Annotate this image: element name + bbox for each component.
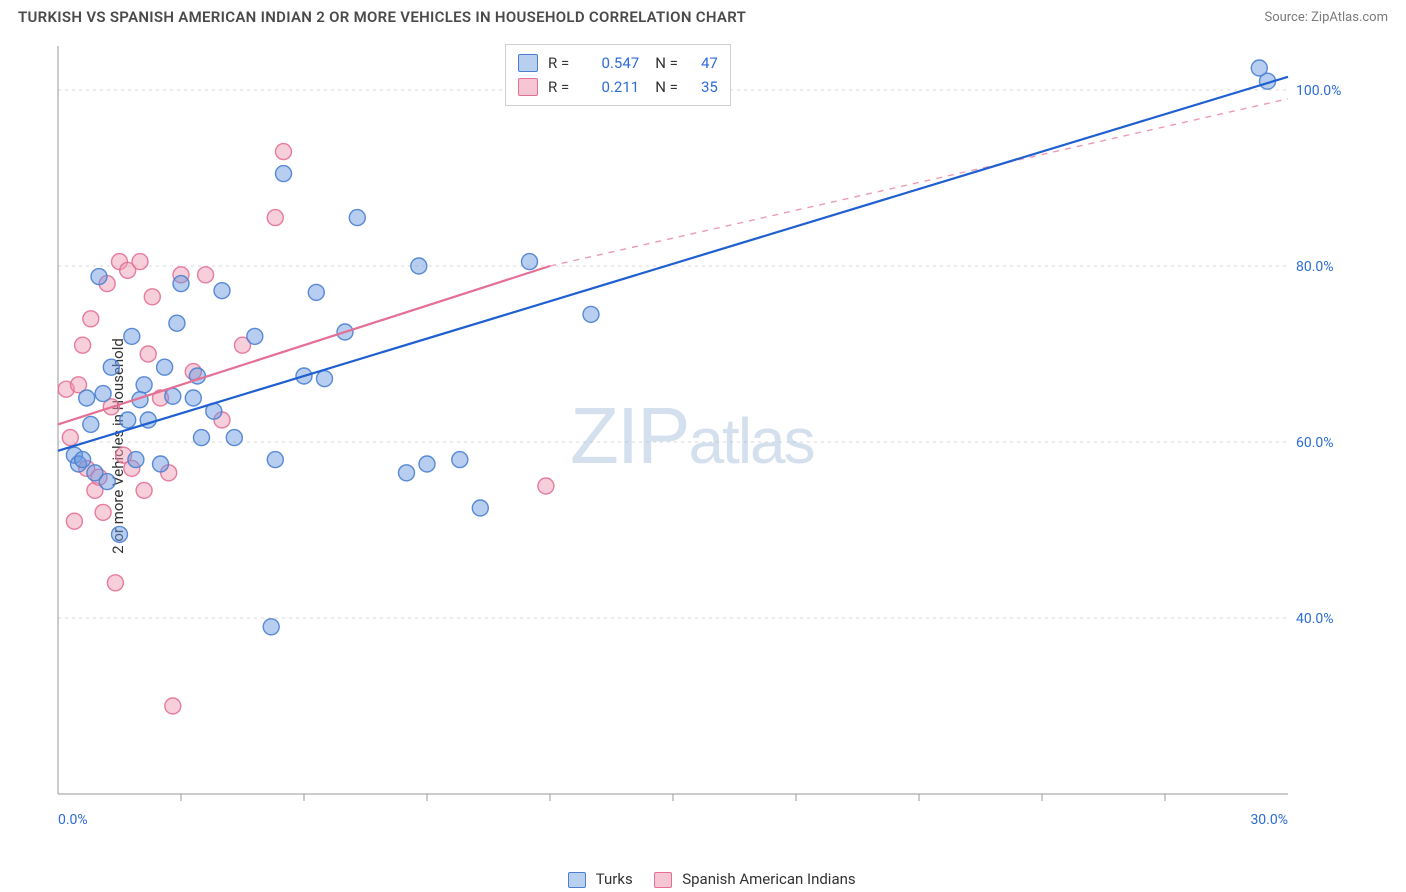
- svg-text:0.0%: 0.0%: [58, 812, 88, 828]
- r-value-turks: 0.547: [579, 51, 639, 75]
- svg-text:80.0%: 80.0%: [1296, 259, 1334, 275]
- n-label: N =: [655, 51, 678, 75]
- n-label: N =: [655, 75, 678, 99]
- legend-row-turks: R = 0.547 N = 47: [518, 51, 718, 75]
- source-label: Source: ZipAtlas.com: [1264, 10, 1388, 25]
- series-legend: Turks Spanish American Indians: [0, 870, 1406, 888]
- scatter-chart: 40.0% 60.0% 80.0% 100.0% 0.0% 30.0%: [48, 38, 1348, 834]
- n-value-turks: 47: [688, 51, 718, 75]
- legend-label-spanish: Spanish American Indians: [682, 870, 855, 888]
- chart-title: TURKISH VS SPANISH AMERICAN INDIAN 2 OR …: [18, 8, 746, 26]
- swatch-pink-icon: [518, 78, 538, 96]
- svg-text:60.0%: 60.0%: [1296, 435, 1334, 451]
- r-value-spanish: 0.211: [579, 75, 639, 99]
- r-label: R =: [548, 51, 569, 75]
- legend-label-turks: Turks: [596, 870, 633, 888]
- legend-row-spanish: R = 0.211 N = 35: [518, 75, 718, 99]
- swatch-blue-icon: [568, 872, 586, 888]
- r-label: R =: [548, 75, 569, 99]
- swatch-blue-icon: [518, 54, 538, 72]
- chart-area: 40.0% 60.0% 80.0% 100.0% 0.0% 30.0%: [48, 38, 1348, 834]
- correlation-legend: R = 0.547 N = 47 R = 0.211 N = 35: [505, 44, 731, 106]
- svg-text:100.0%: 100.0%: [1296, 83, 1341, 99]
- n-value-spanish: 35: [688, 75, 718, 99]
- swatch-pink-icon: [654, 872, 672, 888]
- svg-text:40.0%: 40.0%: [1296, 611, 1334, 627]
- svg-text:30.0%: 30.0%: [1250, 812, 1288, 828]
